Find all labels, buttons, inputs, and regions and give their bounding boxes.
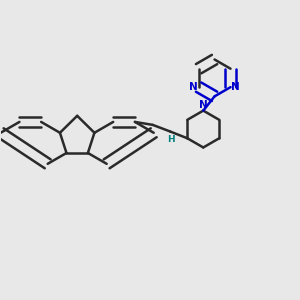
Text: N: N (189, 82, 198, 92)
Text: H: H (167, 135, 174, 144)
Text: N: N (199, 100, 208, 110)
Text: N: N (231, 82, 240, 92)
